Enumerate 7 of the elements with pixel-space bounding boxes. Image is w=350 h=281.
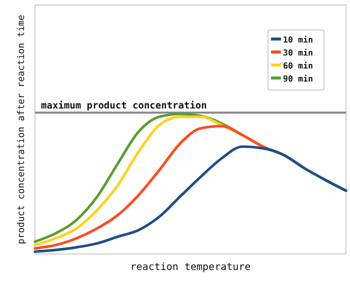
y-axis-title: product concentration after reaction time — [16, 14, 27, 244]
x-axis-title: reaction temperature — [130, 262, 251, 273]
legend-label: 60 min — [283, 60, 313, 70]
legend-label: 30 min — [283, 48, 313, 58]
ref-line-label: maximum product concentration — [41, 100, 207, 112]
legend-label: 10 min — [283, 34, 313, 44]
legend-label: 90 min — [283, 74, 313, 84]
